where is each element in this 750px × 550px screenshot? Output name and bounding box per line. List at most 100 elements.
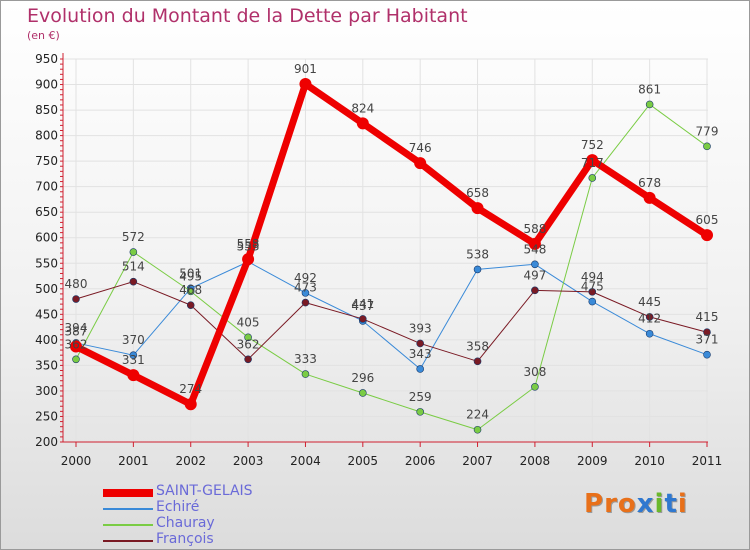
data-label-saint-gelais: 331 xyxy=(122,353,145,367)
data-point-saint-gelais xyxy=(356,117,369,130)
series-line-saint-gelais xyxy=(72,80,711,408)
data-point-chauray xyxy=(645,100,654,109)
data-point-chauray xyxy=(186,287,195,296)
logo-letter: t xyxy=(664,489,678,519)
data-point-saint-gelais xyxy=(643,191,656,204)
data-point-echire xyxy=(588,297,597,306)
legend-item: SAINT-GELAIS xyxy=(103,483,303,501)
data-point-saint-gelais xyxy=(70,340,82,353)
data-label-francois: 358 xyxy=(466,339,489,353)
data-label-saint-gelais: 605 xyxy=(696,213,719,227)
data-label-echire: 475 xyxy=(581,280,604,294)
proxiti-logo: Proxiti xyxy=(584,489,688,519)
y-tick-label: 350 xyxy=(35,358,58,372)
data-point-francois xyxy=(473,357,482,366)
data-label-saint-gelais: 746 xyxy=(409,141,432,155)
x-tick-label: 2000 xyxy=(61,454,92,468)
logo-letter: x xyxy=(636,489,655,519)
data-label-francois: 480 xyxy=(65,277,88,291)
data-label-chauray: 572 xyxy=(122,230,145,244)
data-label-saint-gelais: 752 xyxy=(581,138,604,152)
data-point-chauray xyxy=(531,383,539,391)
data-label-francois: 494 xyxy=(581,270,604,284)
data-label-chauray: 717 xyxy=(581,156,604,170)
legend-label: SAINT-GELAIS xyxy=(156,483,253,499)
data-label-saint-gelais: 387 xyxy=(65,325,88,339)
data-point-echire xyxy=(645,329,654,338)
data-point-chauray xyxy=(359,389,367,397)
data-point-francois xyxy=(186,301,195,309)
data-label-chauray: 861 xyxy=(638,82,661,96)
data-label-saint-gelais: 824 xyxy=(351,101,374,115)
data-label-chauray: 405 xyxy=(237,315,260,329)
series-line-francois xyxy=(75,281,708,362)
data-label-echire: 394 xyxy=(65,321,88,335)
legend-item: Echiré xyxy=(103,499,303,517)
data-point-chauray xyxy=(244,333,252,342)
data-label-francois: 415 xyxy=(696,310,719,324)
x-tick-label: 2009 xyxy=(577,454,608,468)
y-tick-label: 500 xyxy=(35,282,58,296)
logo-letter: r xyxy=(604,489,618,519)
y-tick-label: 800 xyxy=(35,129,58,143)
series-line-echire xyxy=(75,261,708,370)
data-point-saint-gelais xyxy=(299,78,312,91)
data-label-saint-gelais: 558 xyxy=(237,237,260,251)
chart-title: Evolution du Montant de la Dette par Hab… xyxy=(27,5,468,27)
data-label-echire: 371 xyxy=(696,333,719,347)
logo-letter: P xyxy=(584,489,605,519)
y-tick-label: 250 xyxy=(35,409,58,423)
data-point-chauray xyxy=(129,248,138,256)
legend-swatch xyxy=(103,489,153,497)
legend-label: Echiré xyxy=(156,499,200,515)
grid-lines xyxy=(63,58,708,443)
x-tick-label: 2008 xyxy=(520,454,551,468)
data-point-saint-gelais xyxy=(414,157,427,170)
data-point-francois xyxy=(244,355,252,364)
data-point-echire xyxy=(129,351,138,359)
legend-swatch xyxy=(103,540,153,542)
axes: 200 250 300 350 400 450 500 550 600 650 700 750 800 8… xyxy=(35,52,722,468)
data-label-saint-gelais: 658 xyxy=(466,186,489,200)
y-tick-label: 850 xyxy=(35,103,58,117)
data-label-chauray: 333 xyxy=(294,352,317,366)
x-tick-label: 2010 xyxy=(634,454,665,468)
data-label-francois: 445 xyxy=(638,295,661,309)
data-point-francois xyxy=(301,298,310,307)
data-point-saint-gelais xyxy=(471,202,484,215)
data-label-chauray: 259 xyxy=(409,390,432,404)
data-point-francois xyxy=(703,328,711,337)
series-lines xyxy=(70,78,713,434)
y-tick-label: 750 xyxy=(35,154,58,168)
data-point-francois xyxy=(72,295,80,303)
y-tick-label: 900 xyxy=(35,78,58,92)
data-point-chauray xyxy=(703,142,711,151)
data-label-francois: 362 xyxy=(237,337,260,351)
logo-letter: o xyxy=(617,489,637,519)
logo-letter: i xyxy=(677,489,688,519)
data-point-saint-gelais xyxy=(586,154,599,167)
data-point-saint-gelais xyxy=(127,369,140,382)
y-tick-label: 400 xyxy=(35,333,58,347)
data-label-francois: 441 xyxy=(351,297,374,311)
data-point-francois xyxy=(645,313,654,321)
y-tick-label: 700 xyxy=(35,180,58,194)
data-point-chauray xyxy=(416,408,424,416)
y-tick-label: 600 xyxy=(35,231,58,245)
data-point-echire xyxy=(703,350,711,359)
x-tick-label: 2004 xyxy=(290,454,321,468)
data-label-saint-gelais: 678 xyxy=(638,176,661,190)
logo-letter: i xyxy=(654,489,665,519)
legend-swatch xyxy=(103,524,153,526)
x-tick-label: 2011 xyxy=(692,454,723,468)
y-tick-label: 650 xyxy=(35,205,58,219)
y-tick-label: 300 xyxy=(35,384,58,398)
data-point-saint-gelais xyxy=(184,398,197,411)
data-point-francois xyxy=(129,277,138,286)
data-label-echire: 370 xyxy=(122,333,145,347)
data-point-chauray xyxy=(473,425,482,434)
data-label-francois: 514 xyxy=(122,260,145,274)
x-tick-label: 2002 xyxy=(175,454,206,468)
data-point-chauray xyxy=(72,355,80,364)
